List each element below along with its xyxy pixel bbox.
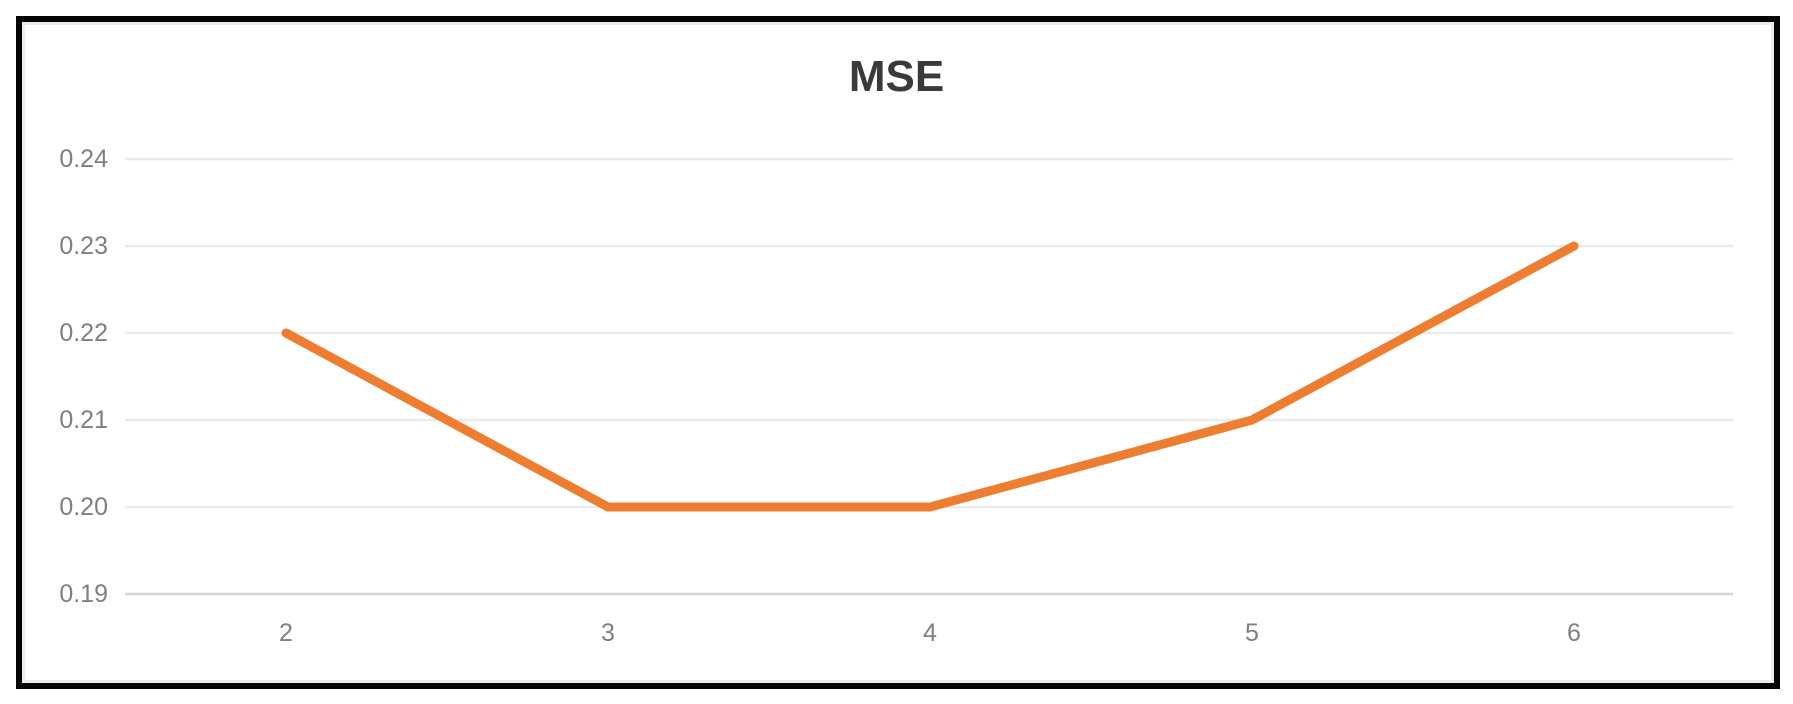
- series-line-mse: [281, 241, 1579, 512]
- x-axis-tick-label: 2: [279, 619, 293, 647]
- x-axis-tick-label: 6: [1567, 619, 1581, 647]
- y-axis-tick-label: 0.20: [59, 493, 108, 521]
- gridlines: [125, 157, 1733, 596]
- y-axis-tick-label: 0.19: [59, 580, 108, 608]
- x-axis-tick-label: 4: [923, 619, 937, 647]
- chart-title: MSE: [848, 52, 945, 101]
- y-axis-tick-label: 0.23: [59, 232, 108, 260]
- x-axis-tick-label: 3: [601, 619, 615, 647]
- series-line-group: [281, 241, 1579, 512]
- y-axis-tick-label: 0.24: [59, 145, 108, 173]
- y-axis-tick-label: 0.21: [59, 406, 108, 434]
- y-axis-tick-label: 0.22: [59, 319, 108, 347]
- x-axis-tick-label: 5: [1245, 619, 1259, 647]
- chart-frame: MSE 0.24 0.23 0.22 0.21 0.20 0.19 2 3 4 5 6: [16, 16, 1780, 689]
